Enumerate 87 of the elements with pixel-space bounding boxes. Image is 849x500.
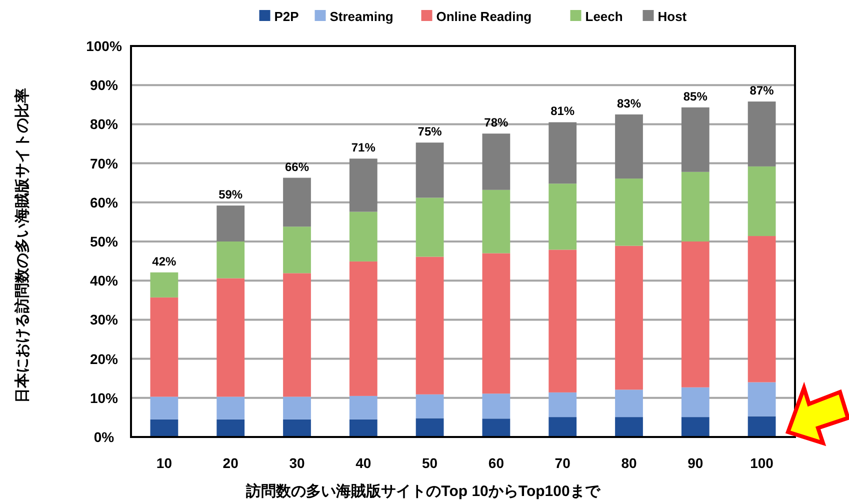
y-tick-label: 10% xyxy=(90,390,119,406)
total-label: 78% xyxy=(484,116,509,130)
bar xyxy=(216,419,245,437)
total-label: 71% xyxy=(351,140,376,155)
bar xyxy=(548,184,577,250)
bar xyxy=(748,102,776,166)
bar xyxy=(416,418,444,437)
bar xyxy=(349,419,378,437)
bar xyxy=(548,122,577,184)
bar xyxy=(150,272,178,298)
x-tick-label: 30 xyxy=(289,455,305,471)
bar xyxy=(615,417,643,437)
bar xyxy=(416,256,444,394)
bar xyxy=(482,253,510,394)
y-tick-label: 30% xyxy=(90,312,119,328)
legend-label: Host xyxy=(658,9,688,24)
x-tick-label: 20 xyxy=(222,455,239,471)
total-label: 59% xyxy=(218,188,243,202)
bar xyxy=(681,172,710,242)
bar xyxy=(349,396,378,420)
x-tick-label: 100 xyxy=(750,455,774,471)
bar xyxy=(216,278,245,397)
x-tick-label: 60 xyxy=(488,455,504,471)
y-tick-label: 0% xyxy=(94,429,115,445)
bar xyxy=(748,236,776,382)
bar xyxy=(748,166,776,236)
bar xyxy=(548,250,577,392)
bar xyxy=(283,226,311,274)
bar xyxy=(615,178,643,246)
legend-label: Leech xyxy=(585,9,623,24)
x-tick-label: 70 xyxy=(554,455,571,471)
x-axis-title: 訪問数の多い海賊版サイトのTop 10からTop100まで xyxy=(245,482,601,500)
bar xyxy=(482,418,510,437)
total-label: 66% xyxy=(284,160,310,174)
bar xyxy=(615,390,643,418)
bar xyxy=(615,246,643,390)
legend-label: Online Reading xyxy=(436,9,532,24)
total-label: 81% xyxy=(550,104,575,118)
bar xyxy=(482,190,510,254)
total-label: 87% xyxy=(750,84,774,98)
y-tick-label: 60% xyxy=(90,194,119,210)
bar xyxy=(482,134,510,190)
y-tick-label: 100% xyxy=(86,38,122,54)
bar xyxy=(349,212,378,262)
bar xyxy=(681,417,710,437)
y-tick-label: 50% xyxy=(90,234,119,250)
bar xyxy=(482,394,510,419)
bar xyxy=(615,114,643,179)
bar xyxy=(748,416,776,437)
x-tick-label: 10 xyxy=(156,455,172,471)
bar xyxy=(748,382,776,416)
bar xyxy=(283,419,311,437)
bar xyxy=(150,297,178,397)
bar xyxy=(150,396,178,420)
bar xyxy=(349,261,378,396)
y-tick-label: 90% xyxy=(90,77,119,94)
bar xyxy=(216,396,245,420)
bar xyxy=(283,178,311,227)
bar xyxy=(283,396,311,420)
bar xyxy=(416,142,444,198)
total-label: 83% xyxy=(616,96,642,110)
total-label: 42% xyxy=(152,254,177,268)
bar xyxy=(548,417,577,437)
bar xyxy=(416,198,444,257)
bar xyxy=(216,206,245,242)
total-label: 75% xyxy=(418,124,442,139)
x-tick-label: 40 xyxy=(356,455,372,471)
y-axis-title: 日本における訪問数の多い海賊版サイトの比率 xyxy=(13,88,31,403)
bar xyxy=(150,419,178,437)
bar xyxy=(681,387,710,418)
bar xyxy=(349,158,378,212)
total-label: 85% xyxy=(683,89,708,104)
bar xyxy=(548,392,577,418)
legend-label: Streaming xyxy=(330,9,394,24)
x-tick-label: 80 xyxy=(621,455,637,471)
y-tick-label: 40% xyxy=(90,272,119,289)
bar xyxy=(216,242,245,278)
legend-label: P2P xyxy=(274,9,300,24)
y-tick-label: 70% xyxy=(90,155,119,172)
y-tick-label: 80% xyxy=(90,116,119,132)
bar xyxy=(681,107,710,172)
y-tick-label: 20% xyxy=(90,350,119,367)
bar xyxy=(283,273,311,397)
x-tick-label: 90 xyxy=(688,455,704,471)
bar xyxy=(416,394,444,418)
x-tick-label: 50 xyxy=(422,455,438,471)
bar xyxy=(681,242,710,388)
